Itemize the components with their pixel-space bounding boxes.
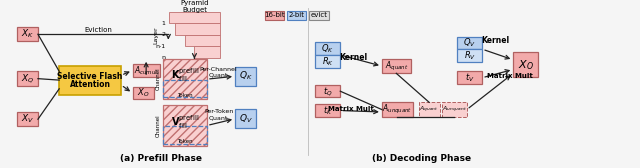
Text: 2: 2 [161, 32, 166, 37]
Text: Layer: Layer [154, 26, 158, 44]
Bar [457, 49, 483, 62]
Bar [235, 67, 256, 86]
Text: Per-Channel: Per-Channel [200, 67, 237, 72]
Bar [457, 37, 483, 49]
Text: 16-bit: 16-bit [264, 12, 285, 18]
Text: Token: Token [177, 93, 193, 98]
Text: $Q_V$: $Q_V$ [239, 113, 253, 125]
Text: $Q_K$: $Q_K$ [239, 70, 252, 82]
Bar [170, 12, 220, 23]
Text: $A_{unquant}$: $A_{unquant}$ [382, 103, 412, 116]
Text: $X_O$: $X_O$ [137, 87, 150, 99]
Text: $\mathbf{K}_{\mathrm{fill}}^{\mathrm{prefill}}$: $\mathbf{K}_{\mathrm{fill}}^{\mathrm{pre… [170, 66, 199, 84]
Bar [513, 52, 538, 77]
Text: $R_K$: $R_K$ [322, 55, 334, 68]
Bar [17, 112, 38, 127]
Bar [309, 11, 329, 20]
Bar [287, 11, 307, 20]
Bar [315, 55, 340, 68]
Text: Quant: Quant [209, 115, 228, 120]
Text: $\mathbf{V}_{\mathrm{fill}}^{\mathrm{prefill}}$: $\mathbf{V}_{\mathrm{fill}}^{\mathrm{pre… [170, 113, 199, 131]
Text: Pyramid
Budget: Pyramid Budget [180, 0, 209, 13]
Bar [17, 71, 38, 86]
Bar [442, 102, 467, 117]
Text: 1: 1 [161, 21, 166, 26]
Text: $t_Q$: $t_Q$ [323, 85, 333, 98]
Bar [315, 85, 340, 97]
Bar [163, 105, 207, 146]
Text: (b) Decoding Phase: (b) Decoding Phase [372, 154, 471, 163]
Bar [163, 59, 207, 99]
Text: Eviction: Eviction [84, 27, 112, 33]
Bar [457, 71, 483, 84]
Text: $Q_K$: $Q_K$ [321, 43, 334, 55]
Text: $t_V$: $t_V$ [465, 71, 474, 84]
Text: Per-Token: Per-Token [204, 110, 233, 114]
Text: $t_K$: $t_K$ [323, 104, 333, 117]
Text: Channel: Channel [156, 114, 161, 137]
Bar [419, 102, 440, 117]
Bar [175, 23, 220, 35]
Bar [315, 104, 340, 117]
Text: Matrix Mult: Matrix Mult [487, 73, 533, 79]
Bar [195, 46, 220, 58]
Text: Selective Flash: Selective Flash [58, 72, 123, 81]
Text: $Q_V$: $Q_V$ [463, 37, 476, 49]
Text: Matrix Mult: Matrix Mult [328, 106, 374, 112]
Text: $A_{unquant}$: $A_{unquant}$ [442, 104, 467, 115]
Text: $X_O$: $X_O$ [518, 58, 534, 72]
Bar [382, 59, 411, 73]
Bar [60, 66, 121, 95]
Text: n-1: n-1 [156, 44, 166, 49]
Text: Kernel: Kernel [482, 36, 510, 45]
Text: $X_V$: $X_V$ [20, 113, 34, 125]
Text: Quant: Quant [209, 73, 228, 78]
Text: $X_K$: $X_K$ [20, 28, 34, 40]
Text: Channel: Channel [156, 68, 161, 90]
Bar [17, 27, 38, 41]
Bar [132, 64, 159, 77]
Text: Attention: Attention [70, 80, 111, 89]
Text: $A_{cumul}$: $A_{cumul}$ [134, 64, 158, 77]
Text: evict: evict [310, 12, 328, 18]
Bar [163, 80, 207, 97]
Text: $X_Q$: $X_Q$ [20, 72, 34, 85]
Bar [132, 87, 154, 99]
Text: 2-bit: 2-bit [289, 12, 305, 18]
Text: $A_{quant}$: $A_{quant}$ [419, 104, 439, 115]
Bar [163, 127, 207, 144]
Bar [185, 35, 220, 46]
Bar [235, 109, 256, 128]
Bar [265, 11, 284, 20]
Text: Token: Token [177, 139, 193, 144]
Text: (a) Prefill Phase: (a) Prefill Phase [120, 154, 202, 163]
Text: $R_V$: $R_V$ [463, 49, 476, 62]
Bar [315, 43, 340, 55]
Bar [382, 102, 413, 117]
Text: Kernel: Kernel [339, 53, 367, 62]
Text: n: n [161, 55, 166, 60]
Text: $A_{quant}$: $A_{quant}$ [385, 59, 408, 73]
